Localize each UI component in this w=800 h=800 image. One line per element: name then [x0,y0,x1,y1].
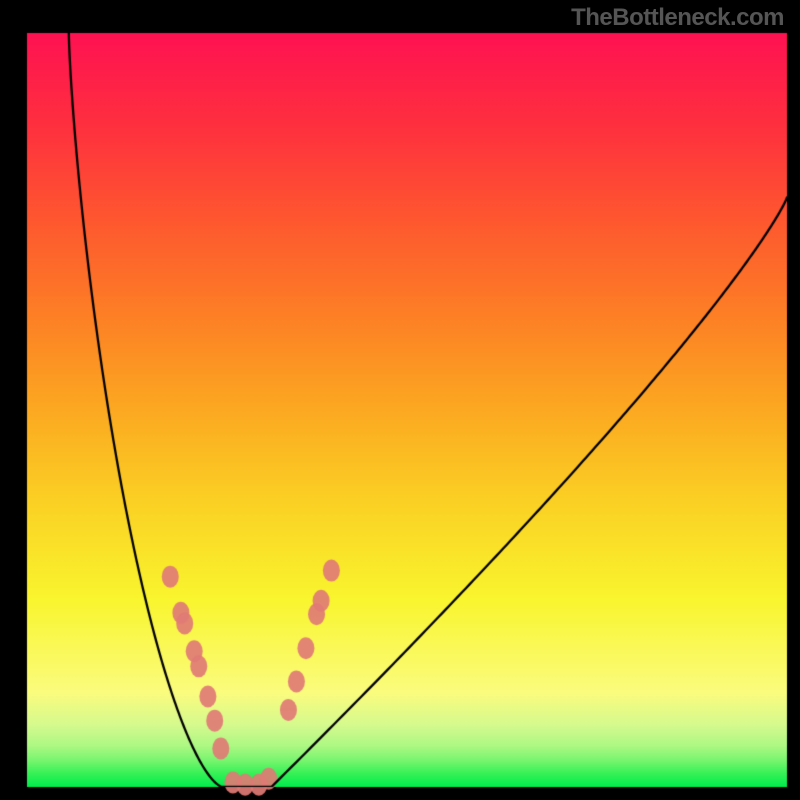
watermark-text: TheBottleneck.com [571,4,784,32]
bottleneck-chart [0,0,800,800]
chart-container: { "watermark": { "text": "TheBottleneck.… [0,0,800,800]
